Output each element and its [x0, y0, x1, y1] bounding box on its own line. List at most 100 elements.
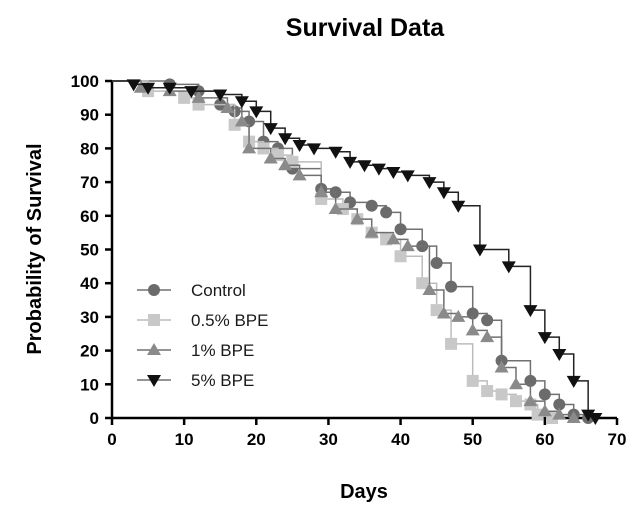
data-point-5-bpe — [234, 96, 249, 109]
legend-item-control: Control — [137, 281, 246, 300]
data-point-5-bpe — [386, 166, 401, 179]
y-tick-label: 70 — [80, 173, 99, 192]
axes: 0 10 20 30 40 50 60 70 0 10 20 30 40 50 60 70 80 90 100 — [71, 72, 627, 449]
data-point-5-bpe — [451, 200, 466, 213]
data-point-5-bpe — [581, 409, 596, 422]
legend-marker-control — [148, 284, 160, 296]
data-point-5-bpe — [566, 375, 581, 388]
data-point-0-5-bpe — [445, 337, 458, 350]
series-control — [112, 78, 595, 424]
data-point-1-bpe — [364, 225, 379, 238]
data-point-0-5-bpe — [481, 385, 494, 398]
series-1-bpe — [112, 80, 581, 423]
data-point-5-bpe — [343, 156, 358, 169]
data-point-0-5-bpe — [495, 388, 508, 401]
data-point-0-5-bpe — [394, 250, 407, 263]
data-point-0-5-bpe — [430, 304, 443, 317]
data-point-1-bpe — [234, 114, 249, 127]
x-tick-label: 60 — [535, 430, 554, 449]
data-point-5-bpe — [292, 140, 307, 153]
y-tick-label: 40 — [80, 274, 99, 293]
data-point-1-bpe — [436, 306, 451, 319]
data-point-control — [538, 388, 551, 401]
data-point-0-5-bpe — [416, 277, 429, 290]
y-tick-label: 10 — [80, 375, 99, 394]
data-point-control — [553, 398, 566, 411]
legend-marker-0-5-bpe — [148, 314, 160, 326]
data-point-1-bpe — [451, 309, 466, 322]
data-point-1-bpe — [328, 202, 343, 215]
x-tick-label: 20 — [247, 430, 266, 449]
data-point-5-bpe — [501, 261, 516, 274]
data-point-1-bpe — [278, 158, 293, 171]
data-point-5-bpe — [278, 133, 293, 146]
data-point-control — [481, 314, 494, 327]
legend-label: 5% BPE — [191, 371, 254, 390]
data-point-1-bpe — [263, 151, 278, 164]
data-point-1-bpe — [480, 330, 495, 343]
series-layer — [112, 78, 603, 425]
data-point-5-bpe — [472, 244, 487, 257]
x-tick-label: 0 — [107, 430, 116, 449]
y-tick-label: 20 — [80, 342, 99, 361]
data-point-1-bpe — [242, 141, 257, 154]
data-point-5-bpe — [307, 143, 321, 156]
data-point-5-bpe — [213, 89, 228, 102]
data-point-1-bpe — [523, 394, 538, 407]
y-axis-label: Probability of Survival — [24, 143, 46, 354]
data-point-0-5-bpe — [178, 91, 191, 104]
data-point-control — [445, 280, 458, 293]
legend-item-0-5-bpe: 0.5% BPE — [137, 311, 269, 330]
data-point-control — [365, 199, 378, 212]
data-point-5-bpe — [588, 413, 603, 425]
data-point-1-bpe — [350, 212, 365, 225]
data-point-1-bpe — [566, 411, 581, 423]
data-point-1-bpe — [191, 90, 206, 103]
y-tick-label: 80 — [80, 139, 99, 158]
x-tick-label: 10 — [175, 430, 194, 449]
data-point-5-bpe — [371, 163, 386, 176]
data-point-5-bpe — [357, 160, 372, 173]
data-point-1-bpe — [552, 407, 567, 420]
legend-label: 1% BPE — [191, 341, 254, 360]
data-point-5-bpe — [249, 106, 264, 119]
legend-marker-1-bpe — [147, 343, 161, 355]
y-tick-label: 30 — [80, 308, 99, 327]
data-point-1-bpe — [314, 185, 329, 198]
series-0-5-bpe — [112, 80, 559, 424]
data-point-1-bpe — [400, 239, 415, 252]
data-point-control — [430, 256, 443, 269]
y-tick-label: 90 — [80, 106, 99, 125]
legend-item-1-bpe: 1% BPE — [137, 341, 254, 360]
legend-item-5-bpe: 5% BPE — [137, 371, 254, 390]
y-tick-label: 0 — [90, 409, 99, 428]
y-tick-label: 60 — [80, 207, 99, 226]
x-tick-label: 30 — [319, 430, 338, 449]
data-point-5-bpe — [400, 170, 415, 183]
legend-label: 0.5% BPE — [191, 311, 269, 330]
data-point-5-bpe — [184, 86, 199, 99]
data-point-1-bpe — [465, 323, 480, 336]
data-point-1-bpe — [422, 282, 437, 295]
data-point-5-bpe — [263, 123, 278, 136]
data-point-1-bpe — [133, 80, 148, 93]
data-point-5-bpe — [126, 79, 141, 92]
legend: Control 0.5% BPE 1% BPE 5% BPE — [137, 281, 269, 390]
data-point-5-bpe — [328, 146, 343, 159]
y-tick-label: 50 — [80, 241, 99, 260]
data-point-5-bpe — [422, 177, 437, 190]
x-tick-label: 40 — [391, 430, 410, 449]
series-line-5-bpe — [112, 80, 597, 418]
data-point-1-bpe — [386, 232, 401, 245]
data-point-5-bpe — [436, 187, 451, 200]
data-point-1-bpe — [292, 168, 307, 181]
data-point-5-bpe — [141, 82, 156, 95]
data-point-0-5-bpe — [466, 374, 479, 387]
series-5-bpe — [112, 79, 603, 425]
x-tick-label: 70 — [608, 430, 627, 449]
data-point-control — [380, 206, 393, 219]
legend-marker-5-bpe — [147, 375, 161, 387]
x-axis-label: Days — [340, 481, 388, 503]
data-point-5-bpe — [552, 348, 567, 361]
